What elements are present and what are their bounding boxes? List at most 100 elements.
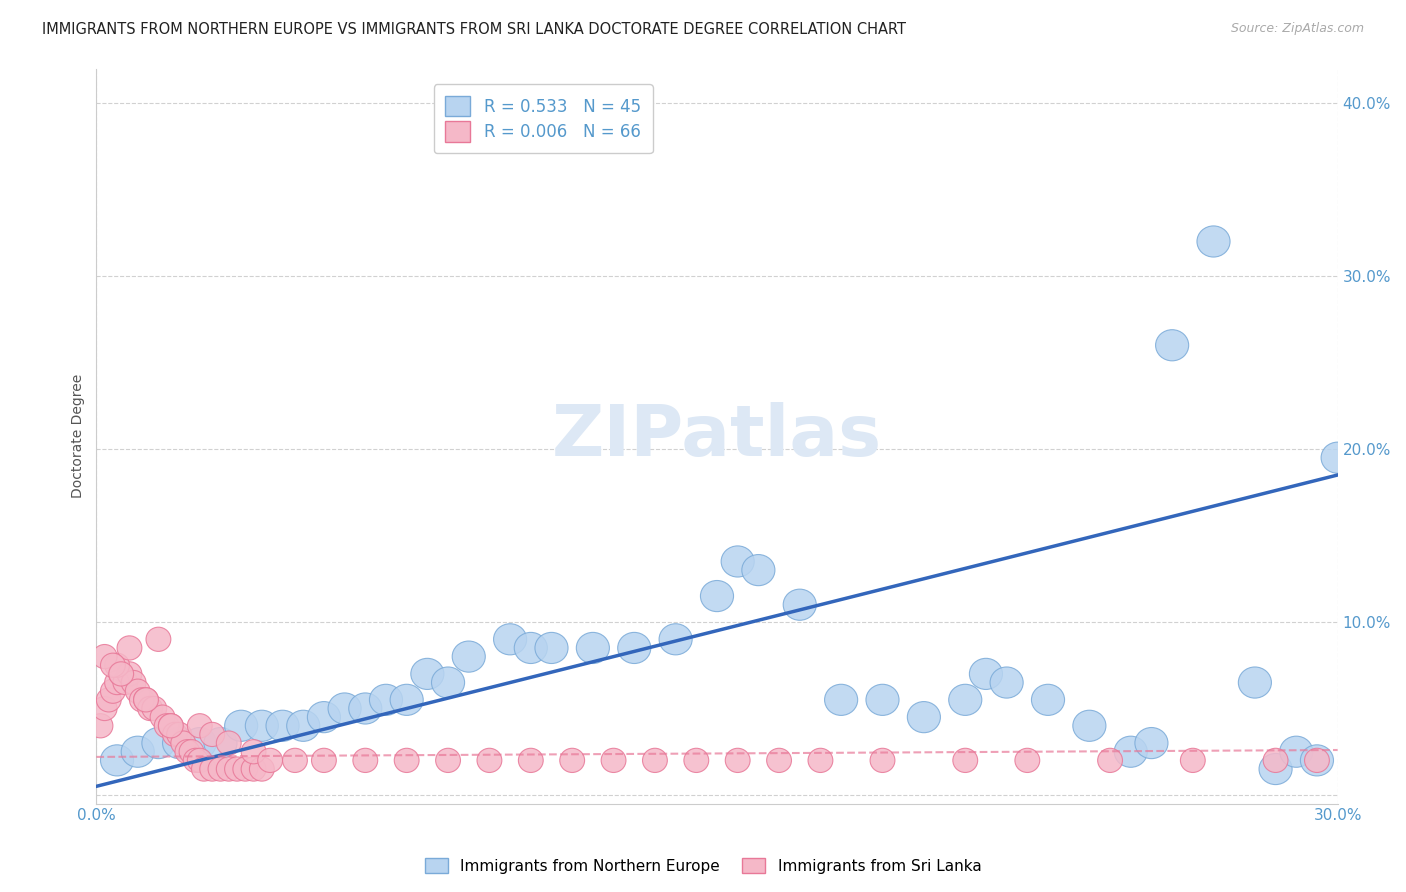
Ellipse shape <box>208 757 233 781</box>
Ellipse shape <box>242 739 266 764</box>
Ellipse shape <box>308 702 340 732</box>
Ellipse shape <box>700 581 734 612</box>
Ellipse shape <box>866 684 898 715</box>
Ellipse shape <box>183 748 208 772</box>
Ellipse shape <box>949 684 981 715</box>
Legend: R = 0.533   N = 45, R = 0.006   N = 66: R = 0.533 N = 45, R = 0.006 N = 66 <box>434 84 652 153</box>
Ellipse shape <box>112 671 138 695</box>
Ellipse shape <box>721 546 754 577</box>
Ellipse shape <box>117 636 142 660</box>
Ellipse shape <box>808 748 832 772</box>
Ellipse shape <box>225 710 257 741</box>
Legend: Immigrants from Northern Europe, Immigrants from Sri Lanka: Immigrants from Northern Europe, Immigra… <box>419 852 987 880</box>
Ellipse shape <box>643 748 668 772</box>
Ellipse shape <box>204 728 238 759</box>
Ellipse shape <box>121 736 155 767</box>
Ellipse shape <box>159 714 183 738</box>
Ellipse shape <box>245 710 278 741</box>
Ellipse shape <box>179 739 204 764</box>
Ellipse shape <box>1015 748 1039 772</box>
Ellipse shape <box>104 653 129 677</box>
Ellipse shape <box>312 748 336 772</box>
Ellipse shape <box>100 745 134 776</box>
Ellipse shape <box>163 723 187 747</box>
Ellipse shape <box>783 589 817 620</box>
Ellipse shape <box>990 667 1024 698</box>
Text: ZIPatlas: ZIPatlas <box>553 401 882 471</box>
Ellipse shape <box>108 662 134 686</box>
Ellipse shape <box>200 723 225 747</box>
Ellipse shape <box>187 714 212 738</box>
Ellipse shape <box>217 731 242 756</box>
Ellipse shape <box>328 693 361 724</box>
Ellipse shape <box>257 748 283 772</box>
Ellipse shape <box>576 632 609 664</box>
Ellipse shape <box>100 679 125 703</box>
Ellipse shape <box>129 688 155 712</box>
Ellipse shape <box>494 624 527 655</box>
Ellipse shape <box>1239 667 1271 698</box>
Ellipse shape <box>1114 736 1147 767</box>
Ellipse shape <box>146 627 170 651</box>
Ellipse shape <box>100 653 125 677</box>
Text: IMMIGRANTS FROM NORTHERN EUROPE VS IMMIGRANTS FROM SRI LANKA DOCTORATE DEGREE CO: IMMIGRANTS FROM NORTHERN EUROPE VS IMMIG… <box>42 22 907 37</box>
Ellipse shape <box>353 748 378 772</box>
Ellipse shape <box>870 748 894 772</box>
Ellipse shape <box>659 624 692 655</box>
Ellipse shape <box>167 723 191 747</box>
Ellipse shape <box>183 728 217 759</box>
Ellipse shape <box>242 757 266 781</box>
Ellipse shape <box>683 748 709 772</box>
Ellipse shape <box>1098 748 1122 772</box>
Ellipse shape <box>515 632 547 664</box>
Ellipse shape <box>742 555 775 586</box>
Ellipse shape <box>97 688 121 712</box>
Ellipse shape <box>134 688 159 712</box>
Ellipse shape <box>1135 728 1168 759</box>
Ellipse shape <box>394 748 419 772</box>
Ellipse shape <box>134 688 159 712</box>
Ellipse shape <box>1073 710 1107 741</box>
Ellipse shape <box>969 658 1002 690</box>
Ellipse shape <box>349 693 382 724</box>
Ellipse shape <box>93 697 117 721</box>
Ellipse shape <box>1032 684 1064 715</box>
Ellipse shape <box>953 748 977 772</box>
Ellipse shape <box>191 757 217 781</box>
Ellipse shape <box>163 728 195 759</box>
Y-axis label: Doctorate Degree: Doctorate Degree <box>72 374 86 499</box>
Ellipse shape <box>125 679 150 703</box>
Ellipse shape <box>766 748 792 772</box>
Ellipse shape <box>155 714 179 738</box>
Ellipse shape <box>725 748 749 772</box>
Ellipse shape <box>174 739 200 764</box>
Ellipse shape <box>142 728 174 759</box>
Ellipse shape <box>824 684 858 715</box>
Ellipse shape <box>560 748 585 772</box>
Ellipse shape <box>602 748 626 772</box>
Ellipse shape <box>142 697 167 721</box>
Ellipse shape <box>436 748 460 772</box>
Ellipse shape <box>1279 736 1313 767</box>
Ellipse shape <box>138 697 163 721</box>
Ellipse shape <box>1263 748 1288 772</box>
Ellipse shape <box>1301 745 1333 776</box>
Ellipse shape <box>159 714 183 738</box>
Ellipse shape <box>225 757 249 781</box>
Ellipse shape <box>1197 226 1230 257</box>
Ellipse shape <box>1322 442 1354 474</box>
Ellipse shape <box>389 684 423 715</box>
Ellipse shape <box>217 757 242 781</box>
Ellipse shape <box>283 748 308 772</box>
Ellipse shape <box>108 662 134 686</box>
Ellipse shape <box>117 662 142 686</box>
Ellipse shape <box>453 641 485 673</box>
Ellipse shape <box>93 645 117 669</box>
Ellipse shape <box>411 658 444 690</box>
Ellipse shape <box>1181 748 1205 772</box>
Ellipse shape <box>266 710 299 741</box>
Ellipse shape <box>432 667 464 698</box>
Ellipse shape <box>233 757 257 781</box>
Text: Source: ZipAtlas.com: Source: ZipAtlas.com <box>1230 22 1364 36</box>
Ellipse shape <box>1305 748 1329 772</box>
